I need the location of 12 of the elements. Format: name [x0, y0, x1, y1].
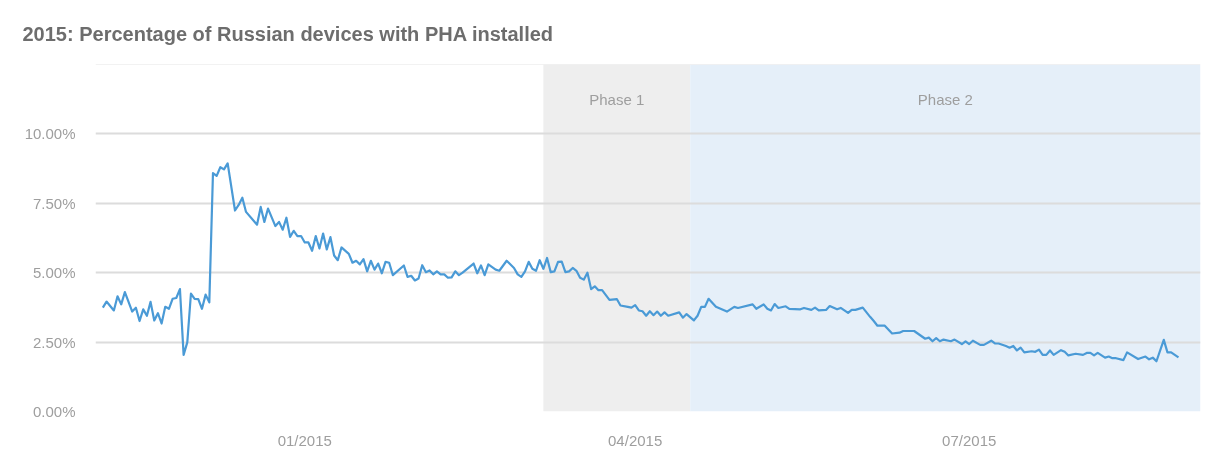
y-tick-label: 5.00% — [32, 264, 76, 282]
band-label: Phase 2 — [917, 90, 973, 108]
x-tick-label: 04/2015 — [608, 431, 663, 449]
x-tick-label: 07/2015 — [942, 431, 997, 449]
x-tick-label: 01/2015 — [277, 431, 332, 449]
line-series — [101, 162, 1180, 363]
chart-title: 2015: Percentage of Russian devices with PHA installed — [22, 22, 554, 45]
y-tick-label: 0.00% — [32, 403, 76, 420]
y-tick-label: 2.50% — [32, 333, 76, 351]
band-label: Phase 1 — [589, 90, 645, 108]
y-tick-label: 7.50% — [32, 194, 76, 212]
y-tick-label: 10.00% — [24, 125, 76, 143]
